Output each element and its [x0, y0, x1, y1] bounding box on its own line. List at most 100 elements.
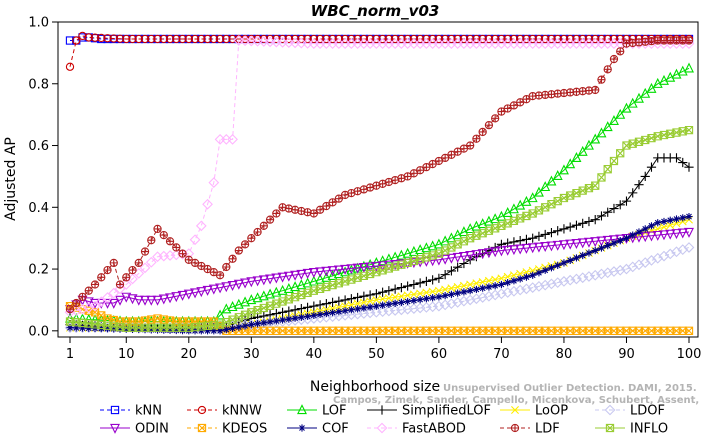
data-point-cof: [504, 279, 512, 287]
data-point-knnw: [190, 34, 200, 44]
data-point-knnw: [390, 34, 400, 44]
data-point-ldf: [247, 234, 256, 243]
data-point-cof: [178, 327, 187, 335]
legend-item-loop: LoOP: [500, 404, 568, 419]
series-line-inflo: [69, 129, 690, 329]
data-point-ldf: [478, 127, 487, 137]
data-point-odin: [546, 241, 557, 252]
data-point-ldf: [210, 268, 218, 276]
data-point-kdeos: [684, 326, 694, 335]
data-point-odin: [296, 269, 307, 280]
series-inflo: [65, 125, 694, 332]
data-point-lof: [596, 127, 607, 138]
data-point-odin: [158, 294, 169, 305]
data-point-knnw: [572, 34, 581, 44]
data-point-cof: [253, 320, 262, 328]
data-point-cof: [303, 312, 312, 320]
data-point-cof: [647, 222, 656, 230]
data-point-knnw: [591, 34, 600, 44]
data-point-ldf: [485, 121, 493, 129]
data-point-ldf: [265, 215, 275, 224]
data-point-knnw: [78, 31, 87, 41]
data-point-odin: [340, 264, 351, 275]
legend-label-fastabod: FastABOD: [402, 422, 466, 434]
data-point-cof: [166, 326, 174, 334]
data-point-ldf: [616, 47, 625, 56]
series-ldf: [65, 36, 694, 314]
data-point-ldf: [591, 85, 600, 95]
data-point-fastabod: [189, 234, 201, 246]
data-point-ldf: [166, 237, 174, 245]
data-point-ldf: [447, 151, 456, 159]
data-point-ldof: [571, 273, 582, 285]
data-point-inflo: [616, 149, 625, 158]
data-point-odin: [215, 283, 226, 294]
data-point-knnw: [140, 34, 150, 44]
data-point-simplifiedlof: [684, 162, 694, 172]
data-point-knnw: [534, 34, 544, 44]
data-point-lof: [684, 62, 694, 73]
data-point-ldf: [422, 163, 430, 171]
data-point-lof: [608, 114, 619, 125]
data-point-ldof: [596, 268, 607, 280]
data-point-ldf: [479, 128, 487, 136]
data-point-ldf: [216, 271, 224, 279]
data-point-ldof: [496, 288, 507, 300]
data-point-ldf: [591, 86, 599, 94]
data-point-odin: [433, 255, 444, 266]
data-point-odin: [321, 266, 332, 277]
data-point-ldof: [614, 264, 626, 276]
data-point-simplifiedlof: [546, 228, 557, 238]
data-point-knnw: [297, 34, 306, 44]
x-tick-label: 40: [306, 347, 323, 362]
x-tick-label: 50: [368, 347, 385, 362]
data-point-odin: [446, 253, 457, 264]
data-point-ldof: [621, 263, 632, 275]
data-point-ldf: [347, 189, 355, 197]
data-point-cof: [128, 325, 137, 333]
legend-marker-simplifiedlof: [377, 405, 387, 415]
data-point-cof: [454, 289, 462, 297]
data-point-cof: [203, 327, 212, 335]
data-point-cof: [141, 326, 149, 334]
legend-label-inflo: INFLO: [630, 422, 668, 434]
data-point-knnw: [403, 34, 412, 44]
data-point-cof: [585, 249, 593, 257]
data-point-ldf: [72, 298, 81, 308]
data-point-simplifiedlof: [678, 157, 688, 168]
data-point-cof: [391, 299, 399, 307]
data-point-odin: [108, 298, 119, 309]
data-point-ldf: [429, 160, 437, 168]
data-point-cof: [360, 304, 368, 312]
data-point-simplifiedlof: [328, 297, 338, 308]
data-point-odin: [102, 298, 113, 309]
data-point-simplifiedlof: [421, 276, 431, 287]
data-point-inflo: [603, 165, 612, 174]
data-point-lof: [477, 218, 488, 229]
data-point-ldf: [534, 91, 544, 100]
x-tick-label: 100: [677, 347, 702, 362]
data-point-simplifiedlof: [540, 229, 550, 240]
data-point-lof: [602, 121, 613, 132]
data-point-odin: [602, 235, 613, 246]
data-point-odin: [190, 288, 201, 299]
data-point-ldof: [539, 279, 551, 291]
data-point-cof: [422, 295, 430, 303]
data-point-ldf: [553, 89, 562, 98]
data-point-cof: [685, 212, 693, 221]
data-point-fastabod: [139, 262, 151, 274]
data-point-knnw: [159, 34, 168, 44]
data-point-simplifiedlof: [559, 224, 569, 234]
data-point-knnw: [347, 34, 356, 44]
data-point-simplifiedlof: [378, 287, 388, 297]
data-point-simplifiedlof: [634, 180, 644, 190]
data-point-knnw: [147, 34, 156, 44]
watermark-line-1: Unsupervised Outlier Detection. DAMI, 20…: [443, 383, 697, 394]
x-tick-label: 70: [493, 347, 510, 362]
data-point-odin: [246, 277, 257, 288]
data-point-knnw: [603, 34, 612, 44]
data-point-lof: [283, 282, 294, 293]
legend-label-kdeos: KDEOS: [222, 422, 267, 434]
data-point-ldf: [309, 209, 318, 218]
data-point-knnw: [97, 33, 106, 43]
